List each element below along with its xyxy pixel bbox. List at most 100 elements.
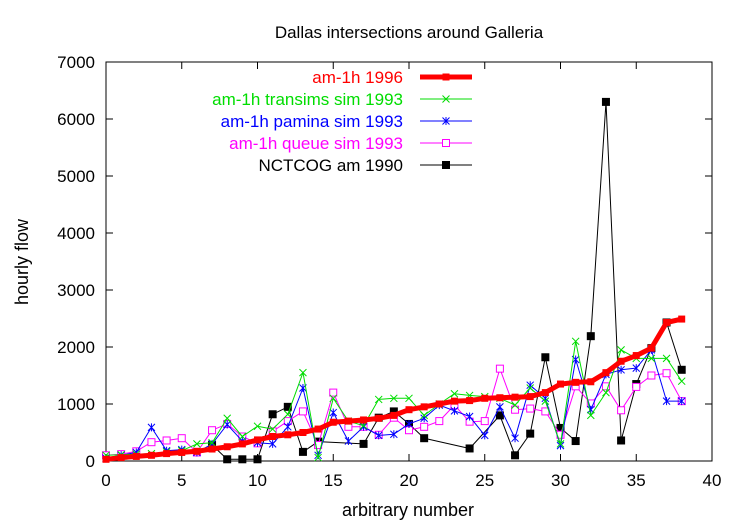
data-point (617, 357, 625, 365)
series-2 (102, 345, 686, 463)
data-point (617, 345, 625, 354)
plot-area (105, 61, 713, 462)
data-point (442, 139, 450, 147)
data-point (442, 73, 450, 81)
data-point (617, 365, 625, 374)
data-point (496, 394, 504, 402)
data-point (511, 393, 519, 401)
data-point (405, 419, 413, 428)
data-point (420, 434, 429, 443)
data-point (662, 397, 671, 406)
x-tick-label: 0 (101, 471, 110, 490)
legend-item: am-1h transims sim 1993 (212, 90, 472, 109)
data-point (298, 407, 307, 416)
data-series (102, 97, 686, 464)
data-point (511, 405, 520, 414)
y-tick-label: 7000 (57, 53, 95, 72)
data-point (601, 97, 610, 106)
axis-ticks: 0 5 10 15 20 25 30 35 40 0 1000 2000 3000 4000 5000 600… (57, 53, 721, 490)
data-point (511, 434, 519, 443)
data-point (177, 434, 186, 443)
data-point (359, 439, 368, 448)
data-point (678, 315, 686, 323)
data-point (495, 364, 504, 373)
data-point (677, 377, 686, 386)
data-point (677, 365, 686, 374)
data-point (344, 437, 353, 446)
data-point (329, 408, 338, 417)
data-point (193, 447, 201, 455)
data-point (632, 382, 641, 391)
data-point (420, 422, 429, 431)
data-point (511, 401, 519, 409)
data-point (389, 430, 398, 439)
data-point (163, 450, 171, 458)
legend-item: am-1h queue sim 1993 (229, 134, 472, 153)
data-point (632, 364, 641, 373)
data-point (299, 368, 307, 377)
data-point (511, 451, 520, 460)
data-point (602, 369, 610, 377)
x-tick-label: 25 (475, 471, 494, 490)
data-point (442, 95, 450, 103)
data-point (571, 337, 580, 346)
data-point (526, 429, 535, 438)
data-point (481, 394, 489, 402)
data-point (541, 389, 549, 397)
data-point (617, 436, 626, 445)
data-point (283, 422, 292, 431)
data-point (223, 443, 231, 451)
data-point (374, 431, 383, 440)
data-point (663, 318, 671, 326)
data-point (147, 451, 155, 459)
data-point (329, 418, 337, 426)
legend: am-1h 1996 am-1h transims sim 1993 am-1h p… (212, 68, 472, 175)
x-tick-label: 40 (703, 471, 722, 490)
data-point (208, 426, 217, 435)
y-tick-label: 3000 (57, 281, 95, 300)
data-point (526, 393, 534, 401)
x-tick-label: 10 (248, 471, 267, 490)
y-axis-title: hourly flow (12, 218, 32, 305)
data-point (480, 431, 489, 440)
data-point (647, 344, 655, 352)
data-point (450, 406, 459, 415)
data-point (586, 411, 595, 420)
data-point (405, 394, 413, 403)
data-point (117, 454, 125, 462)
data-point (526, 404, 535, 413)
data-point (450, 397, 458, 405)
data-point (587, 378, 595, 386)
data-point (268, 425, 277, 433)
legend-label: NCTCOG am 1990 (258, 156, 403, 175)
data-point (480, 417, 489, 426)
data-point (238, 432, 247, 441)
data-point (526, 384, 535, 392)
data-point (314, 453, 322, 462)
chart-title: Dallas intersections around Galleria (275, 23, 544, 42)
data-point (617, 406, 626, 415)
data-point (572, 378, 580, 386)
series-line (105, 316, 683, 462)
data-point (329, 388, 338, 397)
series-line (105, 349, 682, 459)
y-tick-label: 4000 (57, 224, 95, 243)
data-point (465, 444, 474, 453)
data-point (147, 438, 156, 447)
data-point (253, 455, 262, 464)
data-point (162, 436, 171, 445)
data-point (496, 402, 504, 411)
legend-label: am-1h 1996 (312, 68, 403, 87)
y-tick-label: 2000 (57, 338, 95, 357)
legend-label: am-1h queue sim 1993 (229, 134, 403, 153)
data-point (389, 394, 398, 403)
data-point (442, 161, 450, 169)
series-1 (102, 337, 686, 462)
data-point (374, 395, 383, 404)
y-tick-label: 6000 (57, 110, 95, 129)
data-point (178, 448, 186, 456)
data-point (541, 397, 550, 406)
data-point (208, 445, 216, 453)
data-point (344, 417, 352, 425)
